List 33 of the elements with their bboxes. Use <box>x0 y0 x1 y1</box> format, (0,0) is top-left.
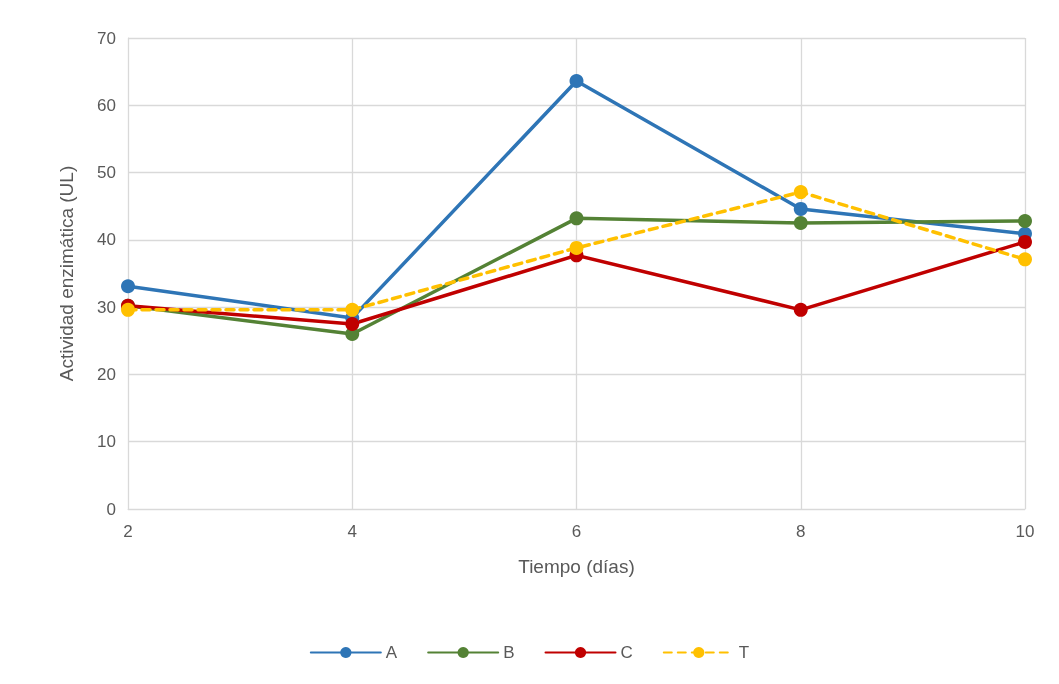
point <box>569 240 584 255</box>
legend-label: A <box>385 643 398 662</box>
x-tick-label: 2 <box>123 522 133 541</box>
x-tick-label: 10 <box>1015 522 1035 541</box>
point <box>793 302 808 317</box>
point <box>121 302 135 317</box>
point <box>121 279 135 294</box>
point <box>1018 252 1032 267</box>
y-tick-label: 40 <box>97 230 116 250</box>
legend-label: B <box>503 643 515 662</box>
point <box>793 201 808 216</box>
point <box>793 216 808 231</box>
point <box>345 302 360 317</box>
y-tick-label: 0 <box>106 499 116 519</box>
point <box>569 74 584 89</box>
x-tick-label: 8 <box>796 522 806 541</box>
legend-label: T <box>738 643 750 662</box>
y-tick-label: 50 <box>97 163 116 183</box>
point <box>793 185 808 200</box>
y-tick-label: 70 <box>97 28 116 48</box>
legend-label: C <box>620 643 633 662</box>
point <box>345 316 360 331</box>
y-tick-label: 10 <box>97 432 116 452</box>
x-tick-label: 6 <box>571 522 582 541</box>
y-tick-label: 20 <box>97 364 116 384</box>
x-tick-label: 4 <box>347 522 357 541</box>
y-tick-label: 60 <box>97 95 116 115</box>
x-axis-title: Tiempo (días) <box>518 556 635 577</box>
point <box>1018 214 1032 229</box>
y-tick-label: 30 <box>97 297 116 317</box>
point <box>1018 234 1032 249</box>
y-axis-title: Actividad enzimática (UL) <box>56 165 77 382</box>
point <box>569 211 584 226</box>
